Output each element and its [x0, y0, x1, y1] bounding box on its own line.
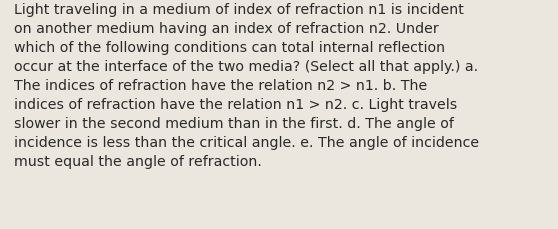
Text: Light traveling in a medium of index of refraction n1 is incident
on another med: Light traveling in a medium of index of …: [14, 3, 479, 168]
